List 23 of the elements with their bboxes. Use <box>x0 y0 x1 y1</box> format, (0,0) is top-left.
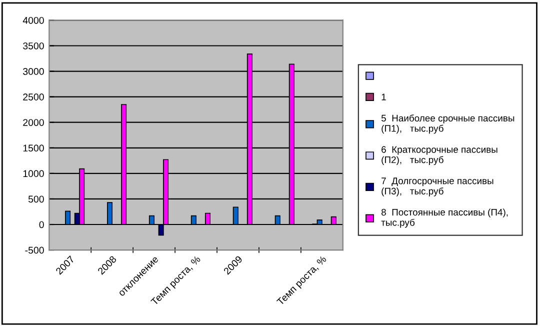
bar <box>65 210 71 225</box>
bar <box>204 212 210 225</box>
bar <box>274 215 280 225</box>
y-tick-label: 2500 <box>23 94 44 100</box>
y-tick-label: 3500 <box>23 42 44 50</box>
legend-label: 8 Постоянные пассивы (П4), тыс.руб <box>381 208 508 228</box>
legend-label: 7 Долгосрочные пассивы (П3), тыс.руб <box>382 178 494 196</box>
bar <box>190 215 196 225</box>
bar <box>232 206 238 225</box>
legend-label: 1 <box>382 94 386 100</box>
y-tick-label: 1500 <box>23 144 44 152</box>
bar <box>330 216 336 225</box>
legend-label: 5 Наиболее срочные пассивы (П1), тыс.руб <box>381 114 514 134</box>
y-tick-label: 3000 <box>23 68 44 75</box>
y-tick-label: -500 <box>25 246 44 254</box>
y-tick-label: 0 <box>39 221 44 228</box>
y-tick-label: 500 <box>28 196 44 203</box>
legend-label: 6 Краткосрочные пассивы (П2), тыс.руб <box>382 146 498 165</box>
bar <box>148 215 154 225</box>
y-tick-label: 1000 <box>23 170 44 178</box>
y-tick-label: 4000 <box>22 16 44 24</box>
y-tick-label: 2000 <box>23 119 44 126</box>
bar <box>106 202 113 225</box>
